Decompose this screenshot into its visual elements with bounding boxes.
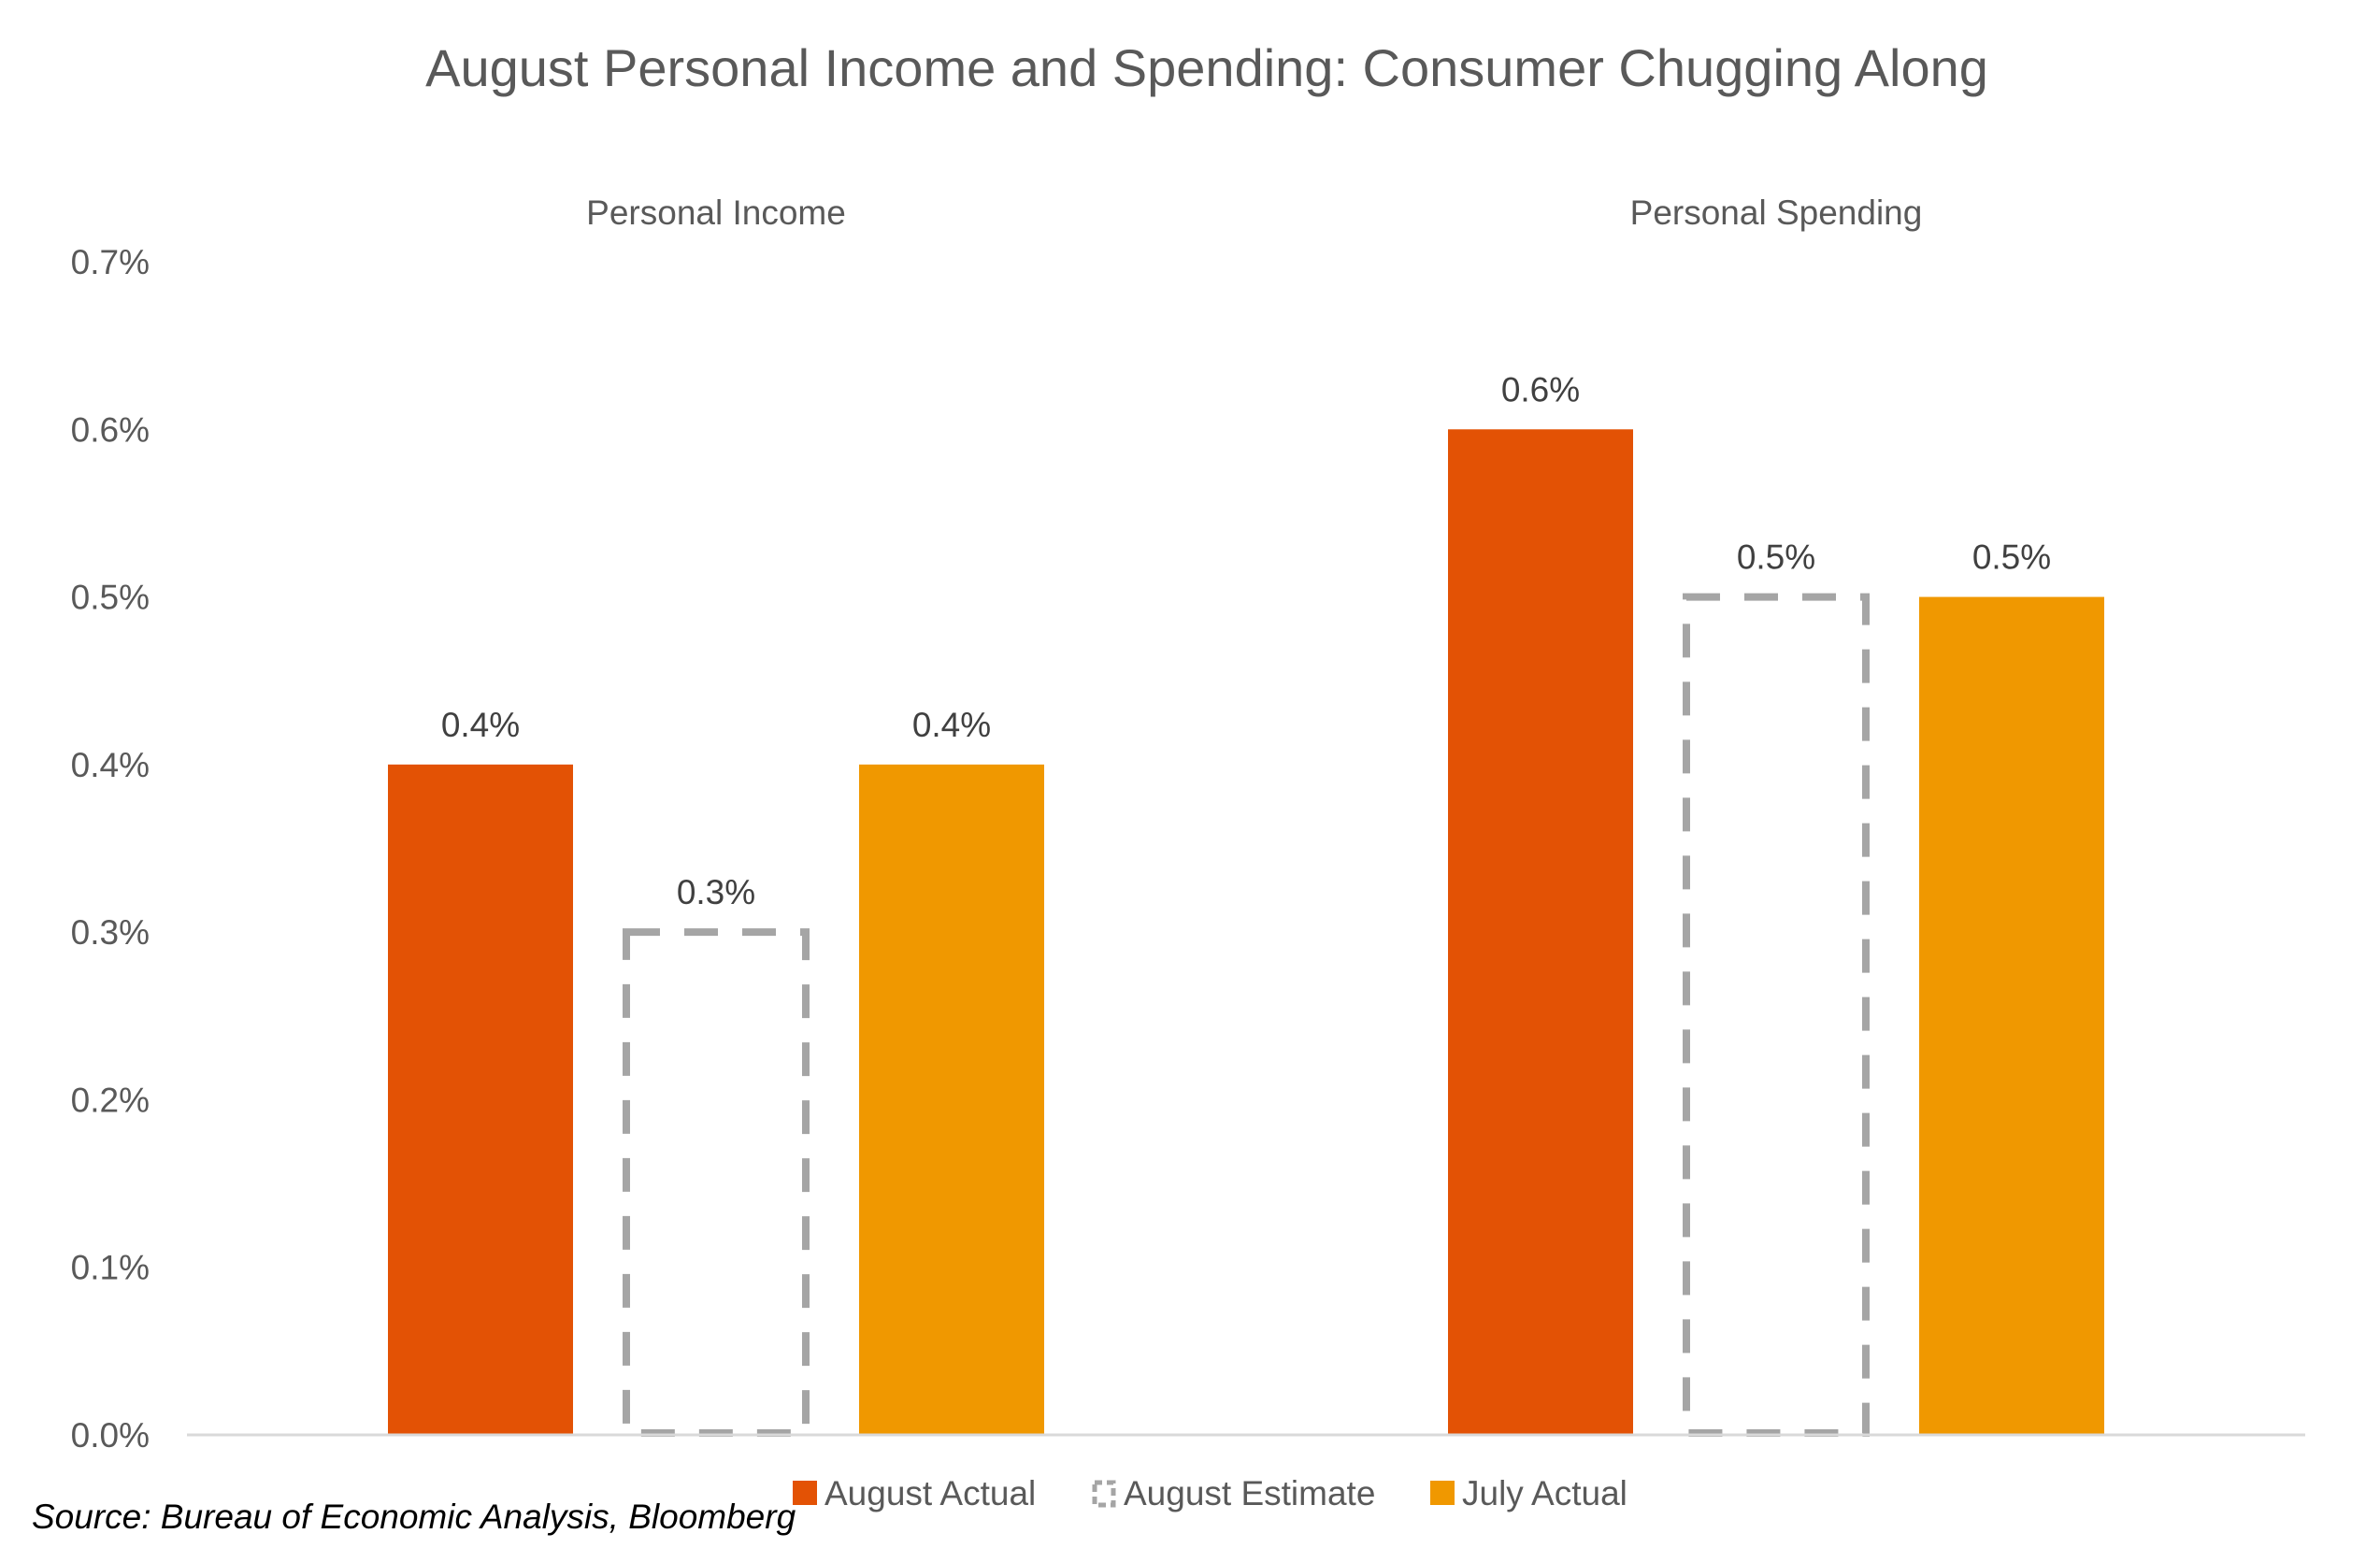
y-tick-label: 0.5%	[71, 579, 150, 617]
y-tick-label: 0.2%	[71, 1081, 150, 1119]
y-tick-label: 0.7%	[71, 243, 150, 281]
bar	[623, 928, 810, 1437]
data-label: 0.5%	[1972, 538, 2051, 577]
y-tick-label: 0.0%	[71, 1416, 150, 1455]
bar	[1919, 596, 2104, 1435]
legend-swatch	[1430, 1481, 1455, 1505]
legend-swatch	[1092, 1480, 1116, 1508]
category-label: Personal Income	[586, 194, 846, 232]
legend-label: August Estimate	[1124, 1474, 1375, 1512]
y-axis-tick-labels: 0.0% 0.1% 0.2% 0.3% 0.4% 0.5% 0.6% 0.7%	[71, 243, 150, 1455]
legend-label: July Actual	[1462, 1474, 1627, 1512]
y-tick-label: 0.4%	[71, 746, 150, 784]
data-label: 0.6%	[1501, 370, 1580, 408]
legend-label: August Actual	[824, 1474, 1036, 1512]
data-label: 0.4%	[912, 706, 991, 744]
category-label: Personal Spending	[1630, 194, 1923, 232]
chart-title: August Personal Income and Spending: Con…	[425, 38, 1988, 97]
y-tick-label: 0.3%	[71, 913, 150, 952]
legend: August Actual August Estimate July Actual	[793, 1474, 1627, 1512]
data-label: 0.5%	[1737, 538, 1815, 577]
y-tick-label: 0.1%	[71, 1249, 150, 1287]
bar	[388, 764, 573, 1435]
bar	[1448, 429, 1633, 1436]
bar	[859, 764, 1044, 1435]
legend-swatch	[793, 1481, 817, 1505]
y-tick-label: 0.6%	[71, 410, 150, 449]
data-labels: 0.4% 0.6% 0.3% 0.5% 0.4% 0.5%	[441, 370, 2051, 911]
bar	[1683, 593, 1870, 1437]
source-note: Source: Bureau of Economic Analysis, Blo…	[32, 1498, 796, 1536]
data-label: 0.3%	[677, 873, 755, 911]
bars	[388, 429, 2104, 1437]
data-label: 0.4%	[441, 706, 520, 744]
category-labels: Personal Income Personal Spending	[586, 194, 1922, 232]
